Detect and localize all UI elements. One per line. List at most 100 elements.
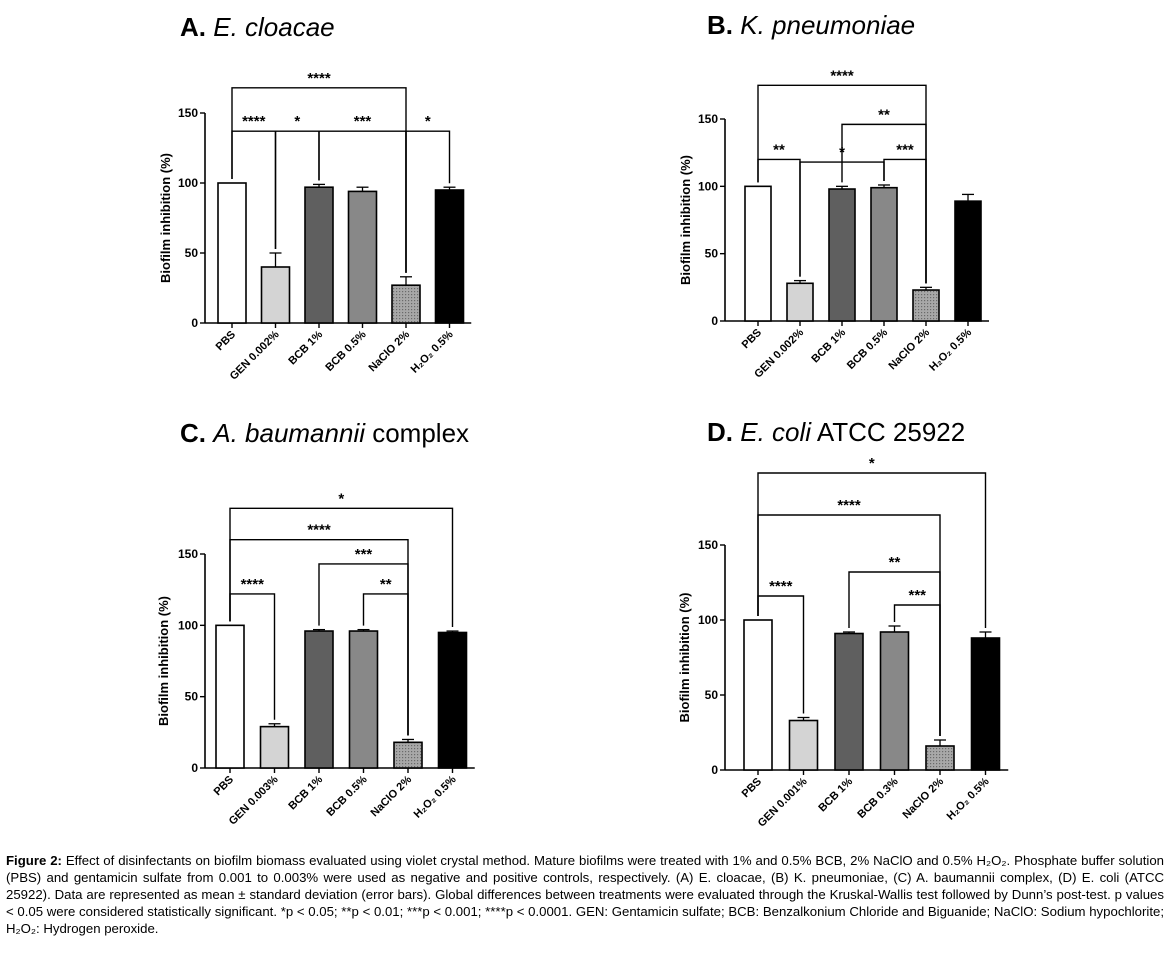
category-label: PBS xyxy=(214,329,238,353)
bar xyxy=(437,631,468,769)
panel-letter: D. xyxy=(707,417,740,447)
bar xyxy=(217,182,247,324)
bar xyxy=(393,741,423,769)
species-name: E. coli xyxy=(740,417,812,447)
bar xyxy=(834,632,864,771)
bar xyxy=(391,284,421,324)
y-tick-label: 100 xyxy=(178,618,198,632)
panel-c: C. A. baumannii complex Biofilm inhibitio… xyxy=(0,415,585,835)
bar xyxy=(347,190,378,324)
significance-label: **** xyxy=(241,576,265,593)
category-label: NaClO 2% xyxy=(368,773,414,819)
bar xyxy=(259,725,290,769)
species-name: E. cloacae xyxy=(213,12,334,42)
category-label: NaClO 2% xyxy=(886,326,932,372)
significance-label: * xyxy=(425,113,431,130)
y-axis-label: Biofilm inhibition (%) xyxy=(677,593,692,723)
panel-d: D. E. coli ATCC 25922 Biofilm inhibition … xyxy=(585,415,1170,835)
y-tick-label: 0 xyxy=(711,314,718,328)
significance-label: *** xyxy=(908,587,926,604)
bar xyxy=(348,630,379,769)
category-label: H₂O₂ 0.5% xyxy=(945,775,992,822)
y-tick-label: 0 xyxy=(191,316,198,330)
category-label: BCB 0.5% xyxy=(323,328,368,373)
significance-label: ** xyxy=(878,106,890,123)
category-label: BCB 0.5% xyxy=(845,326,890,371)
category-label: PBS xyxy=(740,776,764,800)
y-tick-label: 100 xyxy=(698,179,718,193)
significance-label: **** xyxy=(307,522,331,539)
category-label: NaClO 2% xyxy=(900,775,946,821)
significance-bracket xyxy=(757,472,987,628)
category-label: H₂O₂ 0.5% xyxy=(927,326,974,373)
chart-b-svg: B. K. pneumoniae Biofilm inhibition (%) 0 5… xyxy=(678,10,989,381)
y-axis-label: Biofilm inhibition (%) xyxy=(156,596,171,726)
significance-bracket xyxy=(893,604,941,736)
category-label: BCB 0.5% xyxy=(324,773,369,818)
category-label: NaClO 2% xyxy=(366,328,412,374)
category-label: BCB 1% xyxy=(809,326,848,365)
y-tick-label: 50 xyxy=(185,690,199,704)
y-tick-label: 100 xyxy=(698,613,718,627)
category-label: BCB 1% xyxy=(286,773,325,812)
category-label: PBS xyxy=(740,327,764,351)
bar xyxy=(260,266,291,324)
bar xyxy=(215,624,245,769)
caption-text: Effect of disinfectants on biofilm bioma… xyxy=(6,853,1164,936)
y-tick-label: 100 xyxy=(178,176,198,190)
y-tick-label: 0 xyxy=(711,763,718,777)
significance-label: ** xyxy=(380,576,392,593)
panel-letter: B. xyxy=(707,10,740,40)
significance-label: **** xyxy=(769,578,793,595)
species-name: K. pneumoniae xyxy=(740,10,915,40)
significance-bracket xyxy=(883,158,927,284)
significance-label: **** xyxy=(242,113,266,130)
significance-bracket xyxy=(362,593,409,736)
bar xyxy=(434,189,465,324)
y-tick-label: 50 xyxy=(705,247,719,261)
bar xyxy=(304,630,334,769)
y-tick-label: 150 xyxy=(178,106,198,120)
category-label: BCB 1% xyxy=(286,328,325,367)
significance-label: *** xyxy=(896,141,914,158)
significance-label: * xyxy=(338,490,344,507)
bar xyxy=(954,200,982,322)
chart-title: B. K. pneumoniae xyxy=(707,10,915,40)
significance-label: * xyxy=(869,455,875,472)
y-axis-label: Biofilm inhibition (%) xyxy=(678,155,693,285)
chart-title: C. A. baumannii complex xyxy=(180,418,469,448)
y-tick-label: 50 xyxy=(705,688,719,702)
significance-label: ** xyxy=(889,554,901,571)
bar xyxy=(879,631,910,771)
significance-label: ** xyxy=(773,141,785,158)
y-tick-label: 0 xyxy=(191,761,198,775)
significance-bracket xyxy=(405,130,451,273)
bar xyxy=(788,719,819,771)
y-tick-label: 150 xyxy=(698,538,718,552)
chart-title: D. E. coli ATCC 25922 xyxy=(707,417,965,447)
caption-label: Figure 2: xyxy=(6,853,62,868)
bar xyxy=(970,637,1001,771)
title-suffix: ATCC 25922 xyxy=(811,417,965,447)
significance-label: **** xyxy=(307,70,331,87)
bar xyxy=(912,289,940,322)
category-label: BCB 0.3% xyxy=(855,775,900,820)
chart-title: A. E. cloacae xyxy=(180,12,335,42)
species-name: A. baumannii xyxy=(211,418,366,448)
title-suffix: complex xyxy=(365,418,469,448)
y-axis-label: Biofilm inhibition (%) xyxy=(158,153,173,283)
y-tick-label: 150 xyxy=(178,547,198,561)
y-tick-label: 50 xyxy=(185,246,199,260)
chart-a-svg: A. E. cloacae Biofilm inhibition (%) 0 50 10… xyxy=(158,12,472,383)
panel-b: B. K. pneumoniae Biofilm inhibition (%) 0 5… xyxy=(585,0,1170,420)
bar xyxy=(925,745,955,771)
significance-label: *** xyxy=(354,113,372,130)
category-label: H₂O₂ 0.5% xyxy=(412,773,459,820)
significance-label: **** xyxy=(830,67,854,84)
bar xyxy=(870,186,898,322)
bar xyxy=(304,186,334,324)
category-label: PBS xyxy=(212,774,236,798)
category-label: H₂O₂ 0.5% xyxy=(409,328,456,375)
category-label: BCB 1% xyxy=(816,775,855,814)
significance-label: * xyxy=(839,144,845,161)
